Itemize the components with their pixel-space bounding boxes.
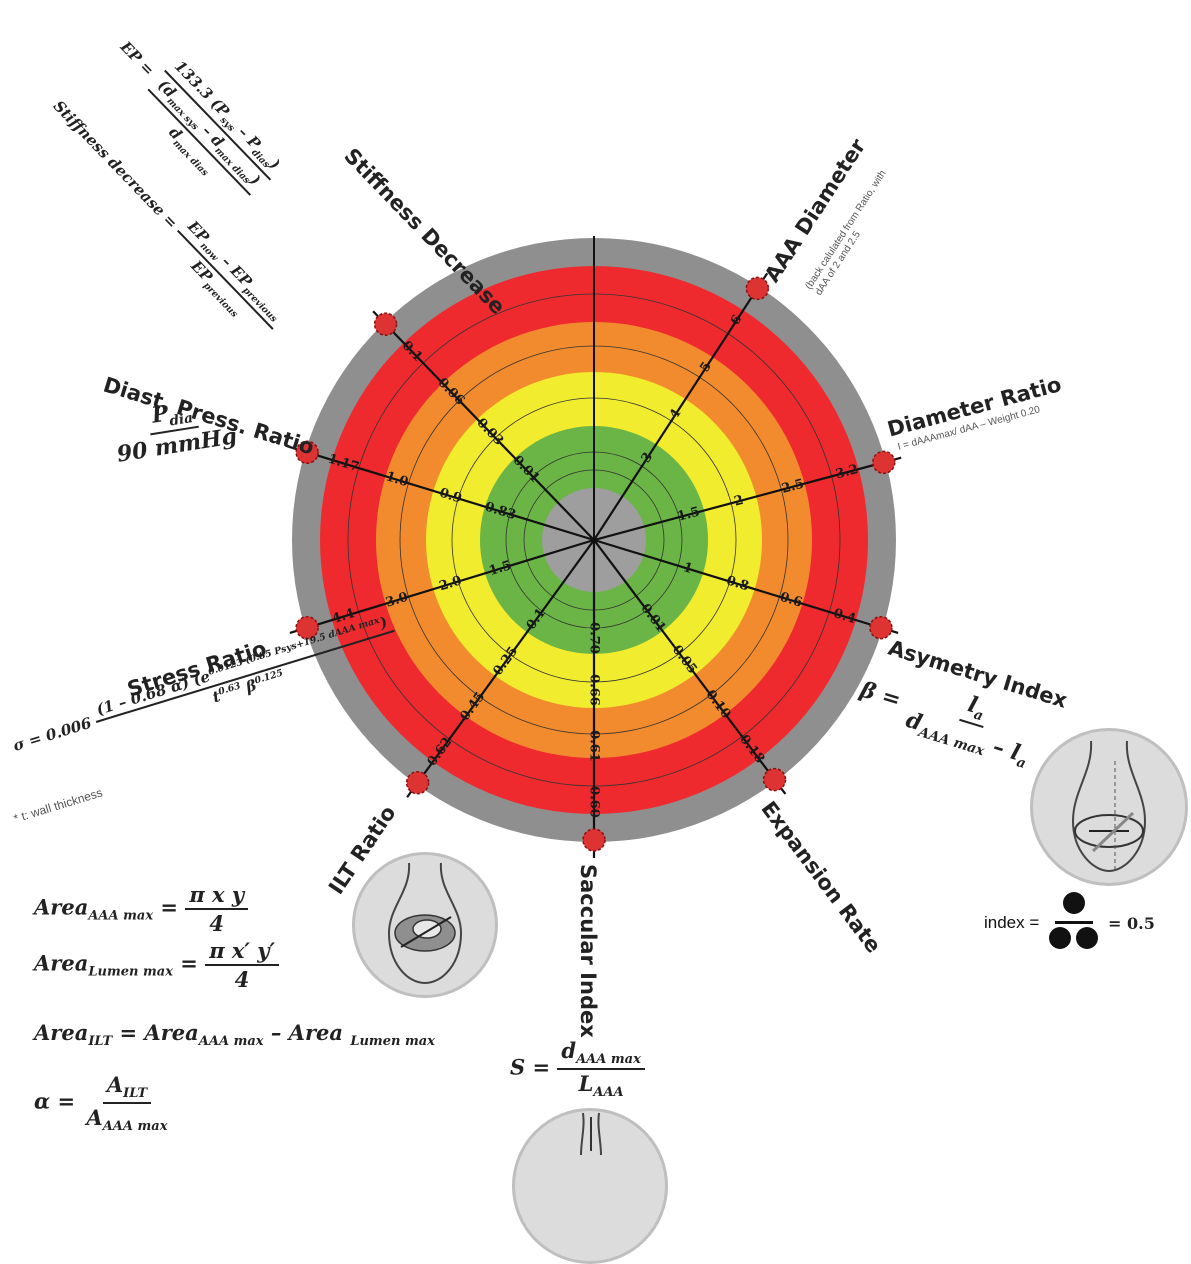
tick-label-stress: 1.5 (487, 558, 513, 579)
tick-label-saccular: 0.61 (587, 730, 602, 762)
area-lumen-formula: AreaLumen max = π x′ y′ 4 (34, 938, 279, 992)
tick-label-asymmetry: 0.6 (778, 590, 804, 611)
saccular-formula: S = dAAA max LAAA (510, 1038, 645, 1100)
axis-line-stiffness (372, 310, 595, 541)
saccular-aneurysm-icon (580, 1112, 602, 1156)
axis-marker-diast (295, 440, 319, 465)
axis-marker-ilt (405, 770, 430, 795)
area-ilt-formula: AreaILT = AreaAAA max – Area Lumen max (34, 1020, 435, 1050)
index-word: index = (984, 913, 1040, 932)
tick-label-stress: 2.0 (438, 573, 464, 594)
axis-marker-stiffness (373, 312, 398, 336)
axis-line-expansion (593, 539, 787, 795)
alpha-formula: α = AILT AAAA max (34, 1072, 168, 1135)
tick-label-diast: 1.0 (384, 469, 410, 490)
tick-label-asymmetry: 0.4 (832, 606, 858, 627)
index-dot-fraction (1045, 892, 1102, 954)
tick-label-diameter-ratio: 2.5 (780, 477, 806, 497)
axis-line-aaa-diameter (593, 272, 769, 541)
ilt-illustration (352, 852, 498, 998)
risk-radar-chart: 0.10.060.030.0165433.22.521.50.40.60.810… (289, 236, 902, 858)
axis-marker-stress (295, 615, 319, 640)
tick-label-diameter-ratio: 1.5 (676, 504, 702, 524)
tick-label-diameter-ratio: 3.2 (834, 462, 860, 482)
index-formula: index = = 0.5 (984, 892, 1155, 954)
tick-label-stress: 3.0 (384, 590, 410, 611)
axis-marker-expansion (762, 767, 787, 792)
asymmetry-aneurysm-icon (1071, 740, 1147, 873)
axis-marker-aaa-diameter (745, 276, 770, 301)
ilt-aneurysm-icon (387, 862, 463, 985)
axis-line-diast (289, 445, 595, 542)
dot-icon (1062, 892, 1085, 914)
tick-label-diast: 0.9 (438, 486, 464, 507)
axis-line-ilt (406, 539, 595, 798)
axis-marker-saccular (582, 828, 606, 852)
axis-line-asymmetry (593, 538, 899, 635)
asymmetry-illustration (1030, 728, 1188, 886)
axis-line-stress (289, 538, 595, 635)
label-saccular-index: Saccular Index (576, 864, 600, 1038)
tick-label-asymmetry: 0.8 (724, 573, 750, 594)
index-value: = 0.5 (1108, 913, 1155, 933)
tick-label-saccular: 0.60 (587, 786, 602, 818)
tick-label-asymmetry: 1 (681, 560, 694, 577)
axis-line-diameter-ratio (593, 456, 902, 542)
saccular-illustration (512, 1108, 668, 1264)
tick-label-stress: 4.4 (330, 606, 356, 627)
dot-icon (1049, 927, 1072, 949)
dot-icon (1076, 927, 1099, 949)
tick-label-saccular: 0.70 (587, 622, 602, 654)
tick-label-diameter-ratio: 2 (733, 493, 746, 510)
tick-label-saccular: 0.66 (587, 674, 602, 706)
axis-marker-asymmetry (869, 615, 893, 640)
axis-marker-diameter-ratio (872, 450, 896, 475)
